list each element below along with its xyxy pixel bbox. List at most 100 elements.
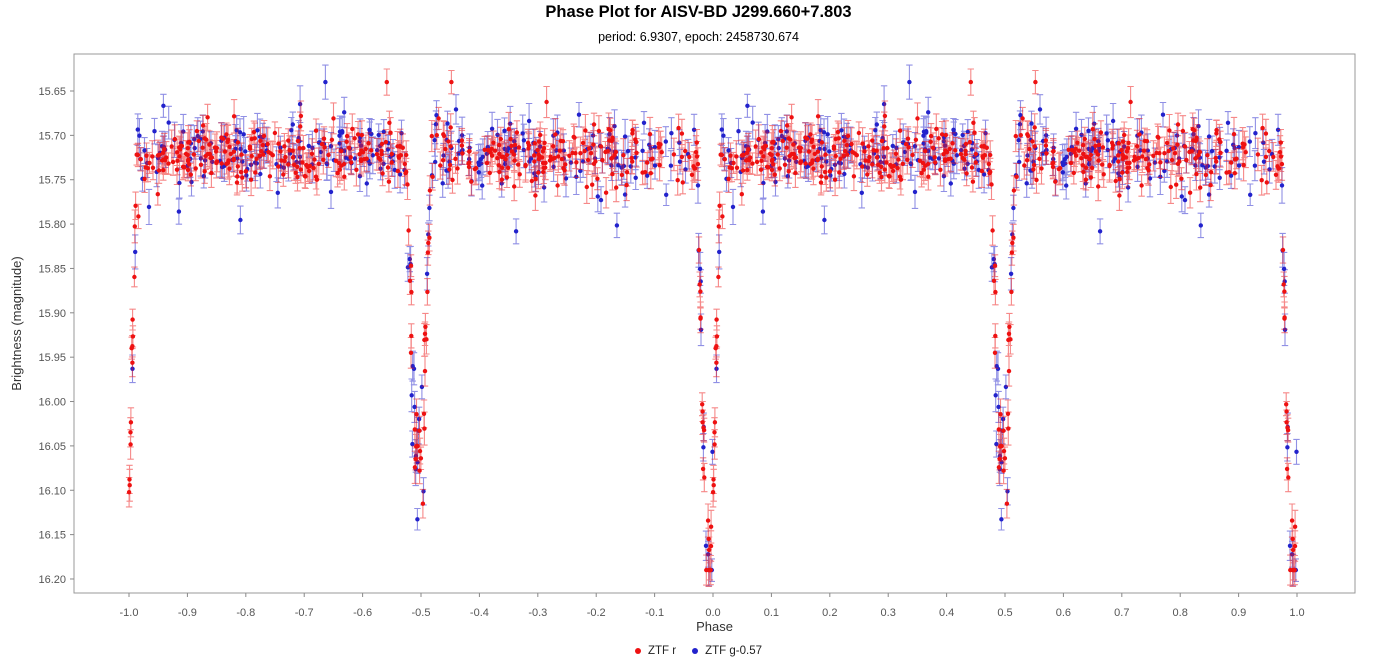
data-point-ztf-r bbox=[429, 133, 434, 139]
data-point-ztf-r bbox=[209, 155, 215, 160]
data-point-ztf-r bbox=[882, 113, 888, 119]
data-point-ztf-r bbox=[491, 140, 496, 145]
data-point-ztf-g bbox=[664, 192, 669, 197]
data-point-ztf-r bbox=[584, 184, 589, 190]
data-point-ztf-g bbox=[1016, 138, 1021, 143]
data-point-ztf-g bbox=[1037, 107, 1043, 112]
data-point-ztf-r bbox=[818, 180, 824, 185]
data-point-ztf-r bbox=[497, 169, 502, 175]
data-point-ztf-r bbox=[784, 145, 789, 150]
data-point-ztf-r bbox=[540, 160, 546, 166]
data-point-ztf-r bbox=[418, 456, 424, 461]
data-point-ztf-r bbox=[621, 153, 626, 158]
y-tick-label: 15.90 bbox=[38, 308, 66, 320]
x-tick-label: 0.6 bbox=[1056, 607, 1071, 619]
data-point-ztf-r bbox=[482, 147, 487, 152]
data-point-ztf-r bbox=[1007, 324, 1012, 329]
data-point-ztf-r bbox=[782, 162, 788, 167]
data-point-ztf-r bbox=[185, 146, 190, 151]
legend-label-ztf-r: ZTF r bbox=[648, 645, 677, 657]
data-point-ztf-r bbox=[1081, 169, 1086, 175]
data-point-ztf-r bbox=[833, 153, 838, 159]
data-point-ztf-r bbox=[770, 140, 775, 145]
data-point-ztf-r bbox=[1191, 138, 1196, 143]
data-point-ztf-g bbox=[243, 149, 248, 154]
data-point-ztf-r bbox=[803, 161, 808, 166]
data-point-ztf-r bbox=[726, 176, 731, 182]
data-point-ztf-r bbox=[563, 162, 568, 167]
x-tick-label: -0.3 bbox=[528, 607, 547, 619]
data-point-ztf-g bbox=[513, 229, 519, 234]
data-point-ztf-r bbox=[450, 177, 455, 183]
x-tick-label: 0.0 bbox=[705, 607, 720, 619]
data-point-ztf-r bbox=[1284, 466, 1290, 472]
data-point-ztf-r bbox=[973, 151, 978, 157]
data-point-ztf-g bbox=[1200, 163, 1205, 168]
data-point-ztf-r bbox=[1232, 157, 1238, 162]
data-point-ztf-r bbox=[1214, 131, 1219, 136]
data-point-ztf-r bbox=[979, 144, 984, 149]
data-point-ztf-r bbox=[938, 167, 943, 172]
data-point-ztf-r bbox=[769, 158, 775, 163]
data-point-ztf-r bbox=[219, 135, 224, 140]
data-point-ztf-r bbox=[282, 144, 287, 149]
data-point-ztf-r bbox=[427, 235, 432, 240]
data-point-ztf-r bbox=[619, 172, 625, 178]
data-point-ztf-r bbox=[990, 228, 995, 233]
data-point-ztf-r bbox=[559, 156, 565, 162]
data-point-ztf-g bbox=[663, 139, 668, 144]
data-point-ztf-r bbox=[234, 180, 240, 185]
data-point-ztf-g bbox=[290, 122, 295, 127]
data-point-ztf-g bbox=[489, 126, 495, 131]
data-point-ztf-r bbox=[659, 150, 664, 155]
data-point-ztf-r bbox=[780, 138, 785, 144]
data-point-ztf-r bbox=[499, 154, 504, 160]
data-point-ztf-g bbox=[927, 155, 932, 160]
data-point-ztf-g bbox=[1248, 192, 1253, 197]
data-point-ztf-r bbox=[359, 148, 364, 153]
y-tick-label: 16.10 bbox=[38, 485, 66, 497]
data-point-ztf-r bbox=[159, 158, 165, 163]
data-point-ztf-r bbox=[355, 132, 361, 137]
data-point-ztf-r bbox=[425, 289, 430, 295]
data-point-ztf-r bbox=[389, 151, 394, 157]
data-point-ztf-r bbox=[1267, 148, 1272, 154]
data-point-ztf-r bbox=[689, 172, 695, 177]
data-point-ztf-r bbox=[389, 160, 394, 165]
data-point-ztf-r bbox=[874, 155, 880, 160]
data-point-ztf-r bbox=[605, 149, 610, 154]
data-point-ztf-g bbox=[1224, 148, 1229, 153]
data-point-ztf-r bbox=[1031, 162, 1037, 168]
data-point-ztf-r bbox=[321, 157, 326, 162]
data-point-ztf-r bbox=[1286, 475, 1291, 480]
data-point-ztf-g bbox=[1261, 159, 1267, 164]
data-point-ztf-r bbox=[1284, 420, 1289, 425]
data-point-ztf-r bbox=[708, 524, 714, 529]
data-point-ztf-g bbox=[750, 120, 755, 125]
data-point-ztf-g bbox=[1097, 229, 1103, 234]
data-point-ztf-r bbox=[1043, 143, 1049, 148]
data-point-ztf-r bbox=[295, 138, 301, 144]
data-point-ztf-r bbox=[532, 153, 537, 158]
data-point-ztf-r bbox=[542, 140, 547, 146]
data-point-ztf-r bbox=[540, 149, 546, 154]
data-point-ztf-r bbox=[300, 160, 305, 165]
data-point-ztf-r bbox=[400, 145, 405, 150]
data-point-ztf-r bbox=[1197, 149, 1203, 155]
data-point-ztf-r bbox=[896, 157, 901, 162]
data-point-ztf-r bbox=[784, 123, 790, 128]
data-point-ztf-r bbox=[126, 490, 132, 495]
data-point-ztf-g bbox=[717, 249, 722, 255]
data-point-ztf-r bbox=[988, 152, 993, 158]
legend-label-ztf-g: ZTF g-0.57 bbox=[705, 645, 762, 657]
data-point-ztf-r bbox=[600, 157, 605, 163]
data-point-ztf-r bbox=[1116, 141, 1122, 146]
data-point-ztf-r bbox=[963, 141, 969, 147]
data-point-ztf-r bbox=[127, 483, 132, 488]
data-point-ztf-r bbox=[543, 165, 548, 170]
data-point-ztf-r bbox=[932, 155, 937, 160]
data-point-ztf-r bbox=[895, 165, 900, 171]
data-point-ztf-g bbox=[1236, 163, 1242, 168]
data-point-ztf-r bbox=[824, 175, 829, 180]
data-point-ztf-r bbox=[379, 148, 384, 154]
